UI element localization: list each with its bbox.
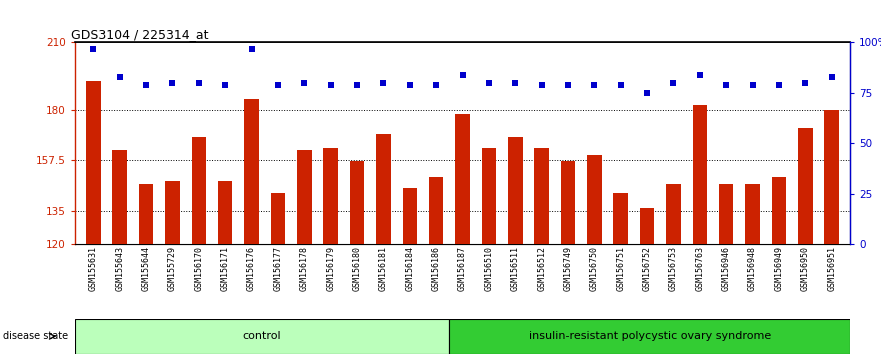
Point bbox=[455, 72, 470, 78]
Point bbox=[719, 82, 733, 88]
Point bbox=[588, 82, 602, 88]
Point bbox=[772, 82, 786, 88]
Bar bbox=[218, 182, 233, 244]
Bar bbox=[350, 161, 365, 244]
Bar bbox=[376, 135, 390, 244]
Point bbox=[825, 74, 839, 80]
Point bbox=[745, 82, 759, 88]
Point bbox=[323, 82, 337, 88]
Bar bbox=[798, 128, 812, 244]
Bar bbox=[191, 137, 206, 244]
Bar bbox=[692, 105, 707, 244]
Point bbox=[403, 82, 417, 88]
Bar bbox=[745, 184, 759, 244]
Point bbox=[482, 80, 496, 86]
Point bbox=[218, 82, 233, 88]
Bar bbox=[75, 319, 449, 354]
Text: control: control bbox=[242, 331, 281, 341]
Point bbox=[535, 82, 549, 88]
Bar bbox=[297, 150, 312, 244]
Point bbox=[692, 72, 707, 78]
Point bbox=[798, 80, 812, 86]
Bar bbox=[403, 188, 417, 244]
Point bbox=[139, 82, 153, 88]
Bar bbox=[825, 110, 839, 244]
Point bbox=[429, 82, 443, 88]
Bar bbox=[86, 81, 100, 244]
Bar bbox=[113, 150, 127, 244]
Bar bbox=[560, 161, 575, 244]
Bar bbox=[719, 184, 734, 244]
Bar bbox=[455, 114, 470, 244]
Point bbox=[113, 74, 127, 80]
Point bbox=[614, 82, 628, 88]
Point bbox=[245, 46, 259, 51]
Point bbox=[561, 82, 575, 88]
Bar bbox=[244, 98, 259, 244]
Text: GDS3104 / 225314_at: GDS3104 / 225314_at bbox=[71, 28, 209, 41]
Text: disease state: disease state bbox=[4, 331, 69, 341]
Point bbox=[86, 46, 100, 51]
Point bbox=[666, 80, 680, 86]
Point bbox=[640, 90, 655, 96]
Bar bbox=[139, 184, 153, 244]
Bar bbox=[508, 137, 522, 244]
Bar bbox=[270, 193, 285, 244]
Point bbox=[376, 80, 390, 86]
Bar bbox=[166, 182, 180, 244]
Point bbox=[192, 80, 206, 86]
Bar bbox=[482, 148, 496, 244]
Text: insulin-resistant polycystic ovary syndrome: insulin-resistant polycystic ovary syndr… bbox=[529, 331, 771, 341]
Bar bbox=[429, 177, 443, 244]
Point bbox=[166, 80, 180, 86]
Point bbox=[297, 80, 311, 86]
Bar bbox=[535, 148, 549, 244]
Bar bbox=[449, 319, 850, 354]
Point bbox=[508, 80, 522, 86]
Point bbox=[270, 82, 285, 88]
Bar bbox=[323, 148, 338, 244]
Bar bbox=[666, 184, 681, 244]
Bar bbox=[587, 155, 602, 244]
Bar bbox=[613, 193, 628, 244]
Point bbox=[350, 82, 364, 88]
Bar bbox=[772, 177, 786, 244]
Bar bbox=[640, 209, 655, 244]
